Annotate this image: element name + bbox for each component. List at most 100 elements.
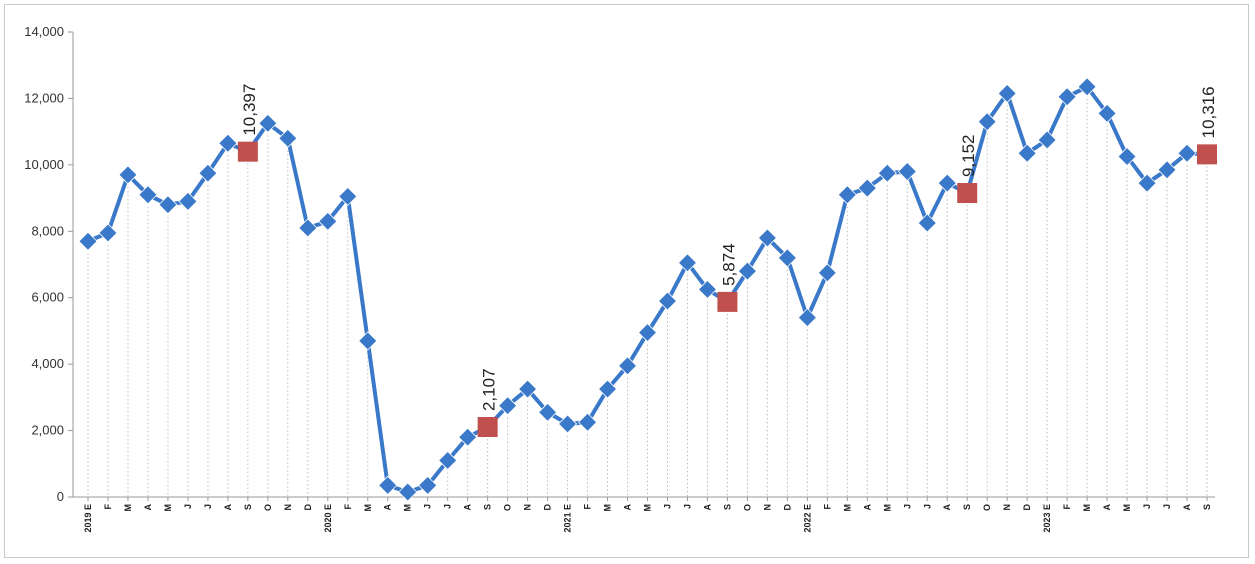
y-tick-label: 8,000: [31, 223, 64, 238]
data-point: [797, 308, 817, 328]
x-tick-label: S: [1202, 504, 1212, 510]
y-tick-label: 10,000: [24, 157, 64, 172]
data-point: [1117, 146, 1137, 167]
x-tick-label: 2020 E: [323, 504, 333, 533]
data-point: [617, 356, 638, 376]
x-tick-label: A: [1182, 504, 1192, 511]
x-tick-label: A: [223, 504, 233, 511]
data-point: [857, 178, 877, 198]
data-point: [1057, 87, 1077, 107]
data-point: [1077, 77, 1097, 97]
chart-frame: [4, 4, 1249, 558]
x-tick-label: 2022 E: [802, 504, 812, 533]
data-point: [518, 379, 538, 399]
x-tick-label: J: [423, 504, 433, 509]
highlight-marker: [477, 417, 498, 438]
x-tick-label: O: [742, 504, 752, 511]
y-tick-label: 4,000: [31, 356, 64, 371]
data-label: 9,152: [959, 134, 978, 177]
data-label: 2,107: [480, 368, 499, 411]
x-tick-label: N: [283, 504, 293, 511]
x-tick-label: O: [503, 504, 513, 511]
x-tick-label: J: [1162, 504, 1172, 509]
x-tick-label: S: [722, 504, 732, 510]
data-point: [198, 163, 218, 183]
data-point: [777, 248, 797, 268]
data-point: [1097, 103, 1117, 123]
x-tick-label: N: [1002, 504, 1012, 511]
data-point: [178, 191, 198, 211]
data-point: [697, 279, 718, 299]
data-point: [498, 396, 518, 416]
data-point: [538, 402, 558, 422]
x-tick-label: 2019 E: [83, 504, 93, 533]
data-point: [358, 331, 378, 351]
x-tick-label: F: [1062, 504, 1072, 510]
data-point: [398, 482, 418, 502]
data-point: [597, 379, 618, 399]
data-point: [737, 261, 757, 281]
x-tick-label: M: [882, 504, 892, 512]
x-tick-label: J: [203, 504, 213, 509]
data-point: [877, 163, 897, 183]
highlight-marker: [237, 141, 258, 162]
vertical-gridlines: [87, 86, 1208, 497]
x-axis: 2019 E F M A M J J A S O N D 2020 E F M A M J J A S O N D 2021 E…: [73, 496, 1215, 533]
x-tick-label: M: [1082, 504, 1092, 512]
y-tick-label: 14,000: [24, 24, 64, 39]
x-tick-label: J: [1142, 504, 1152, 509]
data-label: 10,397: [240, 84, 259, 136]
data-point: [1157, 160, 1177, 180]
data-points: [78, 77, 1217, 502]
data-point: [258, 113, 278, 133]
data-point: [937, 173, 957, 193]
data-point: [118, 165, 138, 185]
data-point: [1137, 173, 1157, 193]
data-labels: 10,397 2,107 5,874 9,152 10,316: [240, 84, 1218, 411]
data-point: [977, 112, 997, 132]
data-point: [1037, 130, 1057, 150]
data-point: [418, 475, 438, 495]
x-tick-label: J: [682, 504, 692, 509]
data-label: 10,316: [1199, 86, 1218, 138]
data-point: [1177, 143, 1197, 163]
data-point: [577, 412, 598, 432]
x-tick-label: A: [942, 504, 952, 511]
data-point: [98, 223, 118, 243]
x-tick-label: F: [583, 504, 593, 510]
x-tick-label: M: [603, 504, 613, 512]
y-axis: 0 2,000 4,000 6,000 8,000 10,000 12,000 14,000: [24, 24, 74, 504]
y-tick-label: 0: [57, 489, 64, 504]
x-tick-label: M: [363, 504, 373, 512]
x-tick-label: A: [1102, 504, 1112, 511]
data-point: [637, 323, 658, 343]
x-tick-label: D: [303, 504, 313, 511]
data-point: [817, 263, 837, 283]
data-point: [318, 211, 338, 231]
x-tick-label: M: [123, 504, 133, 512]
data-point: [757, 228, 777, 248]
highlight-marker: [717, 291, 738, 312]
highlight-marker: [1197, 144, 1217, 165]
x-tick-label: A: [623, 504, 633, 511]
x-tick-label: F: [343, 504, 353, 510]
x-tick-label: F: [103, 504, 113, 510]
data-point: [837, 185, 857, 205]
x-tick-label: D: [543, 504, 553, 511]
x-tick-label: N: [523, 504, 533, 511]
x-tick-label: J: [443, 504, 453, 509]
data-point: [917, 213, 937, 233]
x-tick-label: 2021 E: [563, 504, 573, 533]
x-tick-label: A: [143, 504, 153, 511]
x-tick-label: J: [922, 504, 932, 509]
data-point: [677, 253, 698, 273]
x-tick-label: A: [383, 504, 393, 511]
data-point: [338, 186, 358, 206]
y-tick-label: 2,000: [31, 423, 64, 438]
x-tick-label: F: [822, 504, 832, 510]
data-point: [278, 128, 298, 148]
data-point: [298, 218, 318, 238]
x-tick-label: J: [183, 504, 193, 509]
x-tick-label: J: [662, 504, 672, 509]
x-tick-label: A: [862, 504, 872, 511]
